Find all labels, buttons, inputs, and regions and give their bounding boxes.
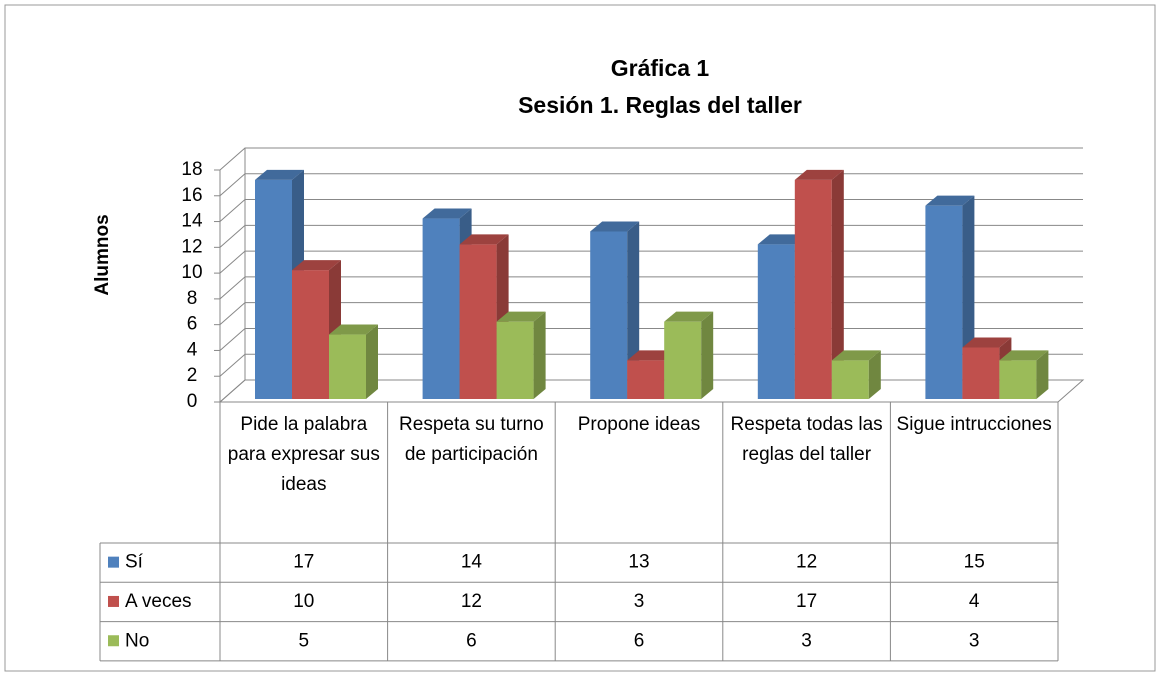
bar-side [831,169,844,399]
bar-top [757,234,807,245]
table-value: 17 [796,591,817,612]
y-tick-label: 18 [181,159,202,180]
bar-top [831,350,881,361]
legend-key [108,635,119,647]
table-value: 12 [461,591,482,612]
y-tick-label: 8 [187,288,198,309]
bar [831,360,869,399]
table-value: 6 [466,630,477,651]
legend-key [108,556,119,568]
bar-top [496,311,546,322]
bar-top [292,260,341,271]
bar-top [255,169,304,180]
y-tick-label: 4 [187,339,198,360]
y-tick-label: 16 [181,185,202,206]
grid-line [219,147,1083,171]
y-tick-label: 10 [181,262,202,283]
table-value: 14 [461,552,483,573]
y-tick-label: 14 [181,211,203,232]
bar-top [459,234,509,245]
bar-top [329,324,378,335]
table-value: 10 [293,591,314,612]
bar-side [366,324,378,399]
legend-label: Sí [125,552,144,573]
legend-label: A veces [125,591,192,612]
table-value: 17 [293,552,314,573]
bar [590,231,628,399]
bar [255,179,292,399]
y-tick-label: 12 [181,236,202,257]
bar [664,321,702,399]
bar-side [533,311,546,399]
table-value: 5 [299,630,310,651]
bar [999,360,1037,399]
bar [794,179,832,399]
bar [422,218,460,399]
bar [329,334,366,399]
bar-side [868,350,881,399]
bar-top [627,350,677,361]
bar-top [422,208,472,219]
x-category-label: Pide la palabra para expresar sus ideas [227,414,380,495]
bar-top [794,169,844,180]
bar-top [590,221,640,232]
table-value: 3 [801,630,812,651]
x-category-label: Sigue intrucciones [896,414,1052,435]
table-value: 3 [969,630,980,651]
bar-top [962,337,1012,348]
chart-title: Gráfica 1 [611,55,710,81]
table-value: 3 [634,591,645,612]
x-category-label: Respeta todas las reglas del taller [730,414,883,465]
y-tick-label: 0 [187,391,198,412]
bar [627,360,665,399]
y-tick-label: 2 [187,365,198,386]
table-value: 6 [634,630,645,651]
bar-top [925,195,975,206]
legend-key [108,595,119,607]
table-value: 4 [969,591,980,612]
table-value: 15 [964,552,985,573]
bar [292,270,329,399]
bar-top [999,350,1049,361]
bar-top [664,311,714,322]
x-category-label: Respeta su turno de participación [399,414,544,465]
bar-side [1036,350,1049,399]
bar-side [701,311,714,399]
table-value: 12 [796,552,817,573]
bar [496,321,534,399]
y-axis-label: Alumnos [92,214,113,295]
x-category-label: Propone ideas [577,414,701,435]
y-tick-label: 6 [187,314,198,335]
table-value: 13 [628,552,649,573]
bar [925,205,963,399]
bar [757,244,795,399]
legend-label: No [125,630,149,651]
chart-subtitle: Sesión 1. Reglas del taller [518,92,802,118]
bar [962,347,1000,399]
bar [459,244,497,399]
